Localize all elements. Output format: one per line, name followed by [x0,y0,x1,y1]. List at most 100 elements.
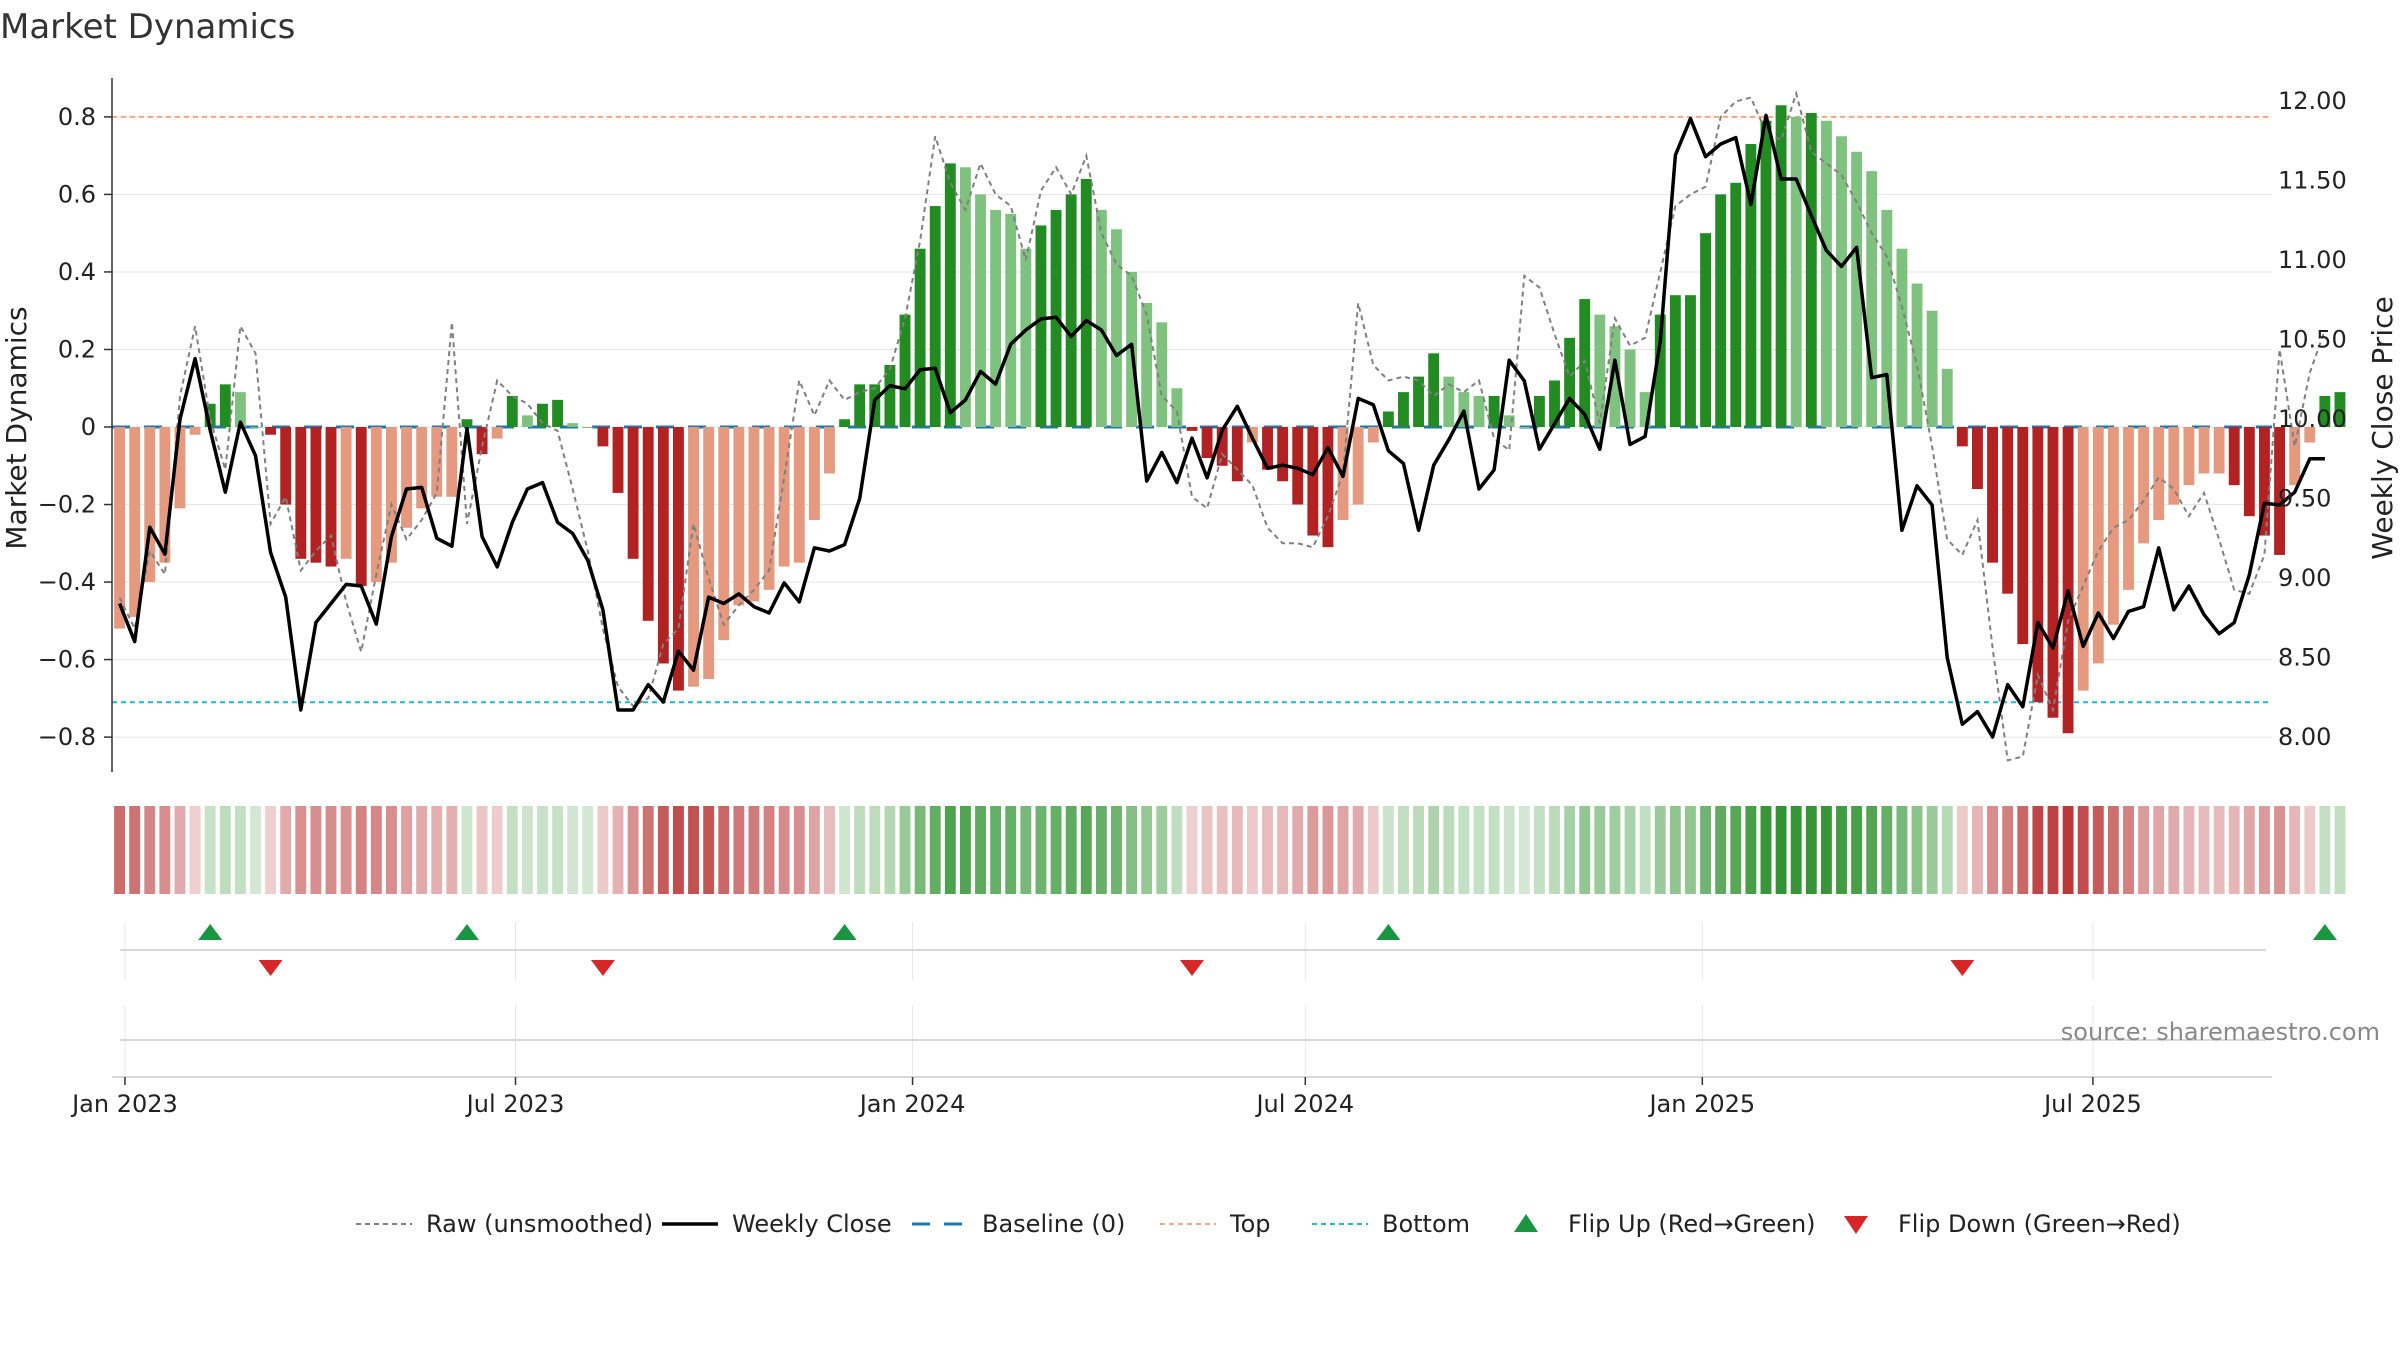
dynamics-bar [1639,392,1651,427]
dynamics-bar [1564,337,1576,427]
dynamics-bar [1775,105,1787,428]
regime-cell [1413,806,1425,894]
flip-down-marker [258,960,283,976]
dynamics-bar [1020,248,1032,427]
regime-cell [1987,806,1998,894]
regime-cell [657,806,669,894]
dynamics-bar [234,392,246,427]
regime-cell [280,806,292,894]
regime-cell [808,806,820,894]
regime-cell [1473,806,1485,894]
y-right-tick-label: 11.50 [2278,167,2347,195]
regime-cell [1246,806,1258,894]
regime-cell [1428,806,1440,894]
regime-cell [884,806,896,894]
regime-cell [2243,806,2255,894]
regime-cell [2017,806,2029,894]
regime-cell [1941,806,1953,894]
dynamics-bar [144,427,156,583]
regime-cell [189,806,201,894]
dynamics-bar [1367,427,1379,443]
regime-cell [1594,806,1606,894]
dynamics-bar [1428,353,1440,427]
dynamics-bar [778,427,790,567]
dynamics-bar [899,314,911,427]
dynamics-bar [174,427,186,509]
regime-cell [2213,806,2225,894]
dynamics-bar [521,415,533,427]
regime-cell [1095,806,1107,894]
regime-cell [2107,806,2119,894]
dynamics-bar [2062,427,2074,734]
y-right-tick-label: 8.00 [2278,723,2331,751]
y-left-tick-label: 0.4 [58,258,96,286]
dynamics-bar [1972,427,1983,490]
regime-cell [1896,806,1908,894]
regime-cell [2047,806,2059,894]
dynamics-bar [537,403,548,427]
dynamics-bar [672,427,684,691]
regime-cell [431,806,443,894]
flip-up-marker [1376,924,1401,940]
regime-cell [854,806,866,894]
regime-cell [401,806,412,894]
regime-cell [2168,806,2180,894]
dynamics-bar [642,427,654,621]
regime-cell [642,806,654,894]
regime-cell [1503,806,1515,894]
dynamics-bar [2002,427,2014,594]
regime-cell [416,806,428,894]
regime-cell [1549,806,1560,894]
x-axis: Jan 2023 Jul 2023 Jan 2024 Jul 2024 Jan 2025… [70,1076,2272,1118]
dynamics-bar [1518,427,1530,428]
dynamics-bar [340,427,352,559]
y-right-tick-label: 8.50 [2278,644,2331,672]
legend-item-baseline: Baseline (0) [912,1210,1125,1238]
legend-label: Flip Down (Green→Red) [1898,1210,2181,1238]
regime-cell [567,806,579,894]
regime-cell [1488,806,1500,894]
legend-label: Baseline (0) [982,1210,1125,1238]
regime-cell [521,806,533,894]
dynamics-bar [1624,349,1636,427]
regime-cell [2274,806,2285,894]
regime-cell [2289,806,2301,894]
dynamics-bar [1987,427,1998,563]
regime-cell [718,806,730,894]
dynamics-bar [219,384,231,427]
dynamics-bar [250,427,261,428]
dynamics-bar [1503,415,1515,427]
regime-cell [778,806,790,894]
regime-cell [763,806,775,894]
regime-cell [1911,806,1923,894]
dynamics-bar [1277,427,1289,482]
regime-cell [295,806,307,894]
regime-cell [2228,806,2240,894]
dynamics-bar [386,427,397,563]
dynamics-bar [416,427,428,509]
dynamics-bar [1549,380,1560,427]
regime-cell [1805,806,1817,894]
dynamics-bar [582,427,594,428]
dynamics-bar [733,427,745,606]
dynamics-bar [748,427,760,602]
flip-up-marker [454,924,479,940]
regime-cell [1775,806,1787,894]
dynamics-bar [265,427,277,435]
dynamics-bar [204,403,216,427]
dynamics-bar [1035,225,1047,427]
regime-cell [1216,806,1228,894]
legend-label: Bottom [1382,1210,1470,1238]
dynamics-bar [1896,248,1908,427]
dynamics-bar [1262,427,1273,470]
x-tick-label: Jul 2025 [2042,1090,2142,1118]
dynamics-bar [1005,213,1017,427]
regime-cell [1201,806,1213,894]
dynamics-bar [2047,427,2059,718]
dynamics-bar [129,427,141,617]
dynamics-bar [1851,151,1863,428]
dynamics-bar [1926,310,1938,427]
regime-cell [1820,806,1832,894]
regime-cell [2092,806,2104,894]
